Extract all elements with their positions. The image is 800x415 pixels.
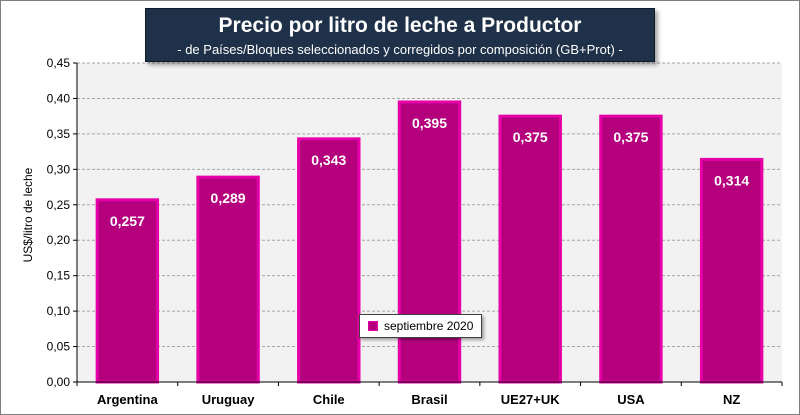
data-label: 0,343 <box>311 152 346 168</box>
y-tick-label: 0,05 <box>47 340 71 354</box>
y-tick-label: 0,30 <box>47 162 71 176</box>
y-tick-label: 0,25 <box>47 198 71 212</box>
chart-title: Precio por litro de leche a Productor <box>218 14 582 37</box>
legend-swatch <box>368 321 378 331</box>
x-tick-label: Argentina <box>97 392 158 407</box>
x-tick-label: NZ <box>723 392 740 407</box>
y-tick-label: 0,20 <box>47 233 71 247</box>
bar <box>498 114 562 384</box>
y-tick-label: 0,15 <box>47 269 71 283</box>
chart-subtitle: - de Países/Bloques seleccionados y corr… <box>177 42 623 57</box>
legend-label: septiembre 2020 <box>384 319 474 333</box>
x-tick-label: USA <box>617 392 645 407</box>
data-label: 0,375 <box>513 129 548 145</box>
y-axis-ticks: 0,00 0,05 0,10 0,15 0,20 0,25 0,30 0,35 0,40 0,45 <box>47 56 77 389</box>
x-tick-label: Uruguay <box>202 392 256 407</box>
data-label: 0,257 <box>110 213 145 229</box>
bar <box>699 157 764 384</box>
data-label: 0,375 <box>613 129 648 145</box>
bar <box>599 114 663 384</box>
y-tick-label: 0,45 <box>47 56 71 70</box>
legend: septiembre 2020 <box>359 314 483 338</box>
x-tick-label: UE27+UK <box>501 392 560 407</box>
bar <box>297 137 361 384</box>
x-tick-label: Brasil <box>411 392 447 407</box>
y-tick-label: 0,10 <box>47 304 71 318</box>
data-label: 0,314 <box>714 172 749 188</box>
x-axis-ticks: Argentina Uruguay Chile Brasil UE27+UK USA NZ <box>76 382 783 407</box>
x-tick-label: Chile <box>313 392 345 407</box>
data-labels: 0,257 0,289 0,343 0,395 0,375 0,375 0,314 <box>110 115 750 229</box>
data-label: 0,395 <box>412 115 447 131</box>
bar <box>397 100 462 384</box>
y-tick-label: 0,35 <box>47 127 71 141</box>
title-box: Precio por litro de leche a Productor - … <box>145 8 655 62</box>
y-axis-label: US$/litro de leche <box>21 167 35 263</box>
y-tick-label: 0,00 <box>47 375 71 389</box>
bar <box>196 175 260 384</box>
data-label: 0,289 <box>211 190 246 206</box>
y-tick-label: 0,40 <box>47 91 71 105</box>
bar <box>95 198 160 384</box>
